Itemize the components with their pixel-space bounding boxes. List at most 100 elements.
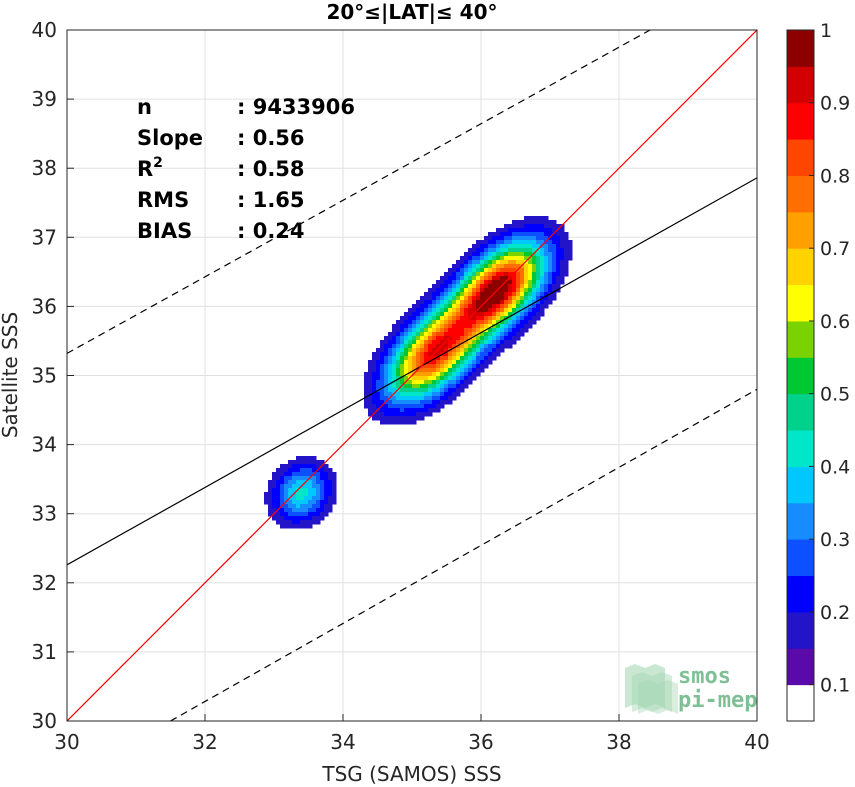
density-cell bbox=[440, 388, 445, 393]
density-cell bbox=[528, 224, 533, 229]
density-cell bbox=[512, 320, 517, 325]
density-cell bbox=[448, 368, 453, 373]
density-cell bbox=[456, 356, 461, 361]
density-cell bbox=[320, 460, 325, 465]
density-cell bbox=[324, 488, 329, 493]
density-cell bbox=[516, 284, 521, 289]
density-cell bbox=[300, 476, 305, 481]
density-cell bbox=[380, 396, 385, 401]
density-cell bbox=[540, 220, 545, 225]
density-cell bbox=[508, 340, 513, 345]
density-cell bbox=[408, 312, 413, 317]
density-cell bbox=[504, 252, 509, 257]
density-cell bbox=[460, 256, 465, 261]
density-cell bbox=[564, 248, 569, 253]
density-cell bbox=[548, 264, 553, 269]
density-cell bbox=[472, 324, 477, 329]
density-cell bbox=[380, 368, 385, 373]
density-cell bbox=[420, 396, 425, 401]
density-cell bbox=[472, 256, 477, 261]
density-cell bbox=[452, 392, 457, 397]
density-cell bbox=[440, 292, 445, 297]
density-cell bbox=[444, 352, 449, 357]
density-cell bbox=[504, 228, 509, 233]
density-cell bbox=[420, 300, 425, 305]
density-cell bbox=[376, 352, 381, 357]
density-cell bbox=[468, 288, 473, 293]
density-cell bbox=[320, 484, 325, 489]
density-cell bbox=[484, 252, 489, 257]
density-cell bbox=[452, 368, 457, 373]
density-cell bbox=[496, 228, 501, 233]
density-cell bbox=[540, 228, 545, 233]
density-cell bbox=[544, 240, 549, 245]
density-cell bbox=[464, 272, 469, 277]
density-cell bbox=[400, 316, 405, 321]
density-cell bbox=[480, 284, 485, 289]
density-cell bbox=[368, 364, 373, 369]
density-cell bbox=[408, 328, 413, 333]
density-cell bbox=[296, 516, 301, 521]
y-tick-label: 35 bbox=[32, 364, 57, 388]
density-cell bbox=[428, 400, 433, 405]
density-cell bbox=[292, 484, 297, 489]
density-cell bbox=[456, 340, 461, 345]
density-cell bbox=[520, 264, 525, 269]
density-cell bbox=[500, 336, 505, 341]
density-cell bbox=[428, 336, 433, 341]
density-cell bbox=[536, 228, 541, 233]
density-cell bbox=[520, 296, 525, 301]
density-cell bbox=[296, 460, 301, 465]
density-cell bbox=[376, 364, 381, 369]
density-cell bbox=[320, 472, 325, 477]
density-cell bbox=[532, 248, 537, 253]
density-cell bbox=[472, 288, 477, 293]
density-cell bbox=[480, 240, 485, 245]
density-cell bbox=[504, 304, 509, 309]
density-cell bbox=[508, 292, 513, 297]
density-cell bbox=[416, 328, 421, 333]
density-cell bbox=[508, 320, 513, 325]
density-cell bbox=[468, 260, 473, 265]
density-cell bbox=[388, 408, 393, 413]
density-cell bbox=[520, 236, 525, 241]
density-cell bbox=[308, 492, 313, 497]
density-cell bbox=[440, 312, 445, 317]
density-cell bbox=[424, 332, 429, 337]
density-cell bbox=[560, 232, 565, 237]
density-cell bbox=[512, 252, 517, 257]
density-cell bbox=[392, 380, 397, 385]
density-cell bbox=[276, 476, 281, 481]
density-cell bbox=[436, 400, 441, 405]
density-cell bbox=[432, 368, 437, 373]
density-cell bbox=[396, 360, 401, 365]
density-cell bbox=[520, 256, 525, 261]
density-cell bbox=[384, 388, 389, 393]
density-cell bbox=[448, 396, 453, 401]
density-cell bbox=[492, 320, 497, 325]
density-cell bbox=[320, 480, 325, 485]
density-cell bbox=[456, 288, 461, 293]
density-cell bbox=[508, 316, 513, 321]
density-cell bbox=[516, 296, 521, 301]
density-cell bbox=[560, 224, 565, 229]
density-cell bbox=[392, 368, 397, 373]
density-cell bbox=[428, 332, 433, 337]
density-cell bbox=[452, 284, 457, 289]
density-cell bbox=[456, 376, 461, 381]
density-cell bbox=[276, 496, 281, 501]
density-cell bbox=[552, 236, 557, 241]
density-cell bbox=[456, 388, 461, 393]
density-cell bbox=[504, 308, 509, 313]
density-cell bbox=[516, 268, 521, 273]
density-cell bbox=[448, 400, 453, 405]
density-cell bbox=[420, 324, 425, 329]
density-cell bbox=[428, 372, 433, 377]
density-cell bbox=[408, 420, 413, 425]
density-cell bbox=[440, 276, 445, 281]
density-cell bbox=[288, 460, 293, 465]
density-cell bbox=[368, 376, 373, 381]
density-cell bbox=[444, 304, 449, 309]
density-cell bbox=[440, 384, 445, 389]
density-cell bbox=[384, 348, 389, 353]
